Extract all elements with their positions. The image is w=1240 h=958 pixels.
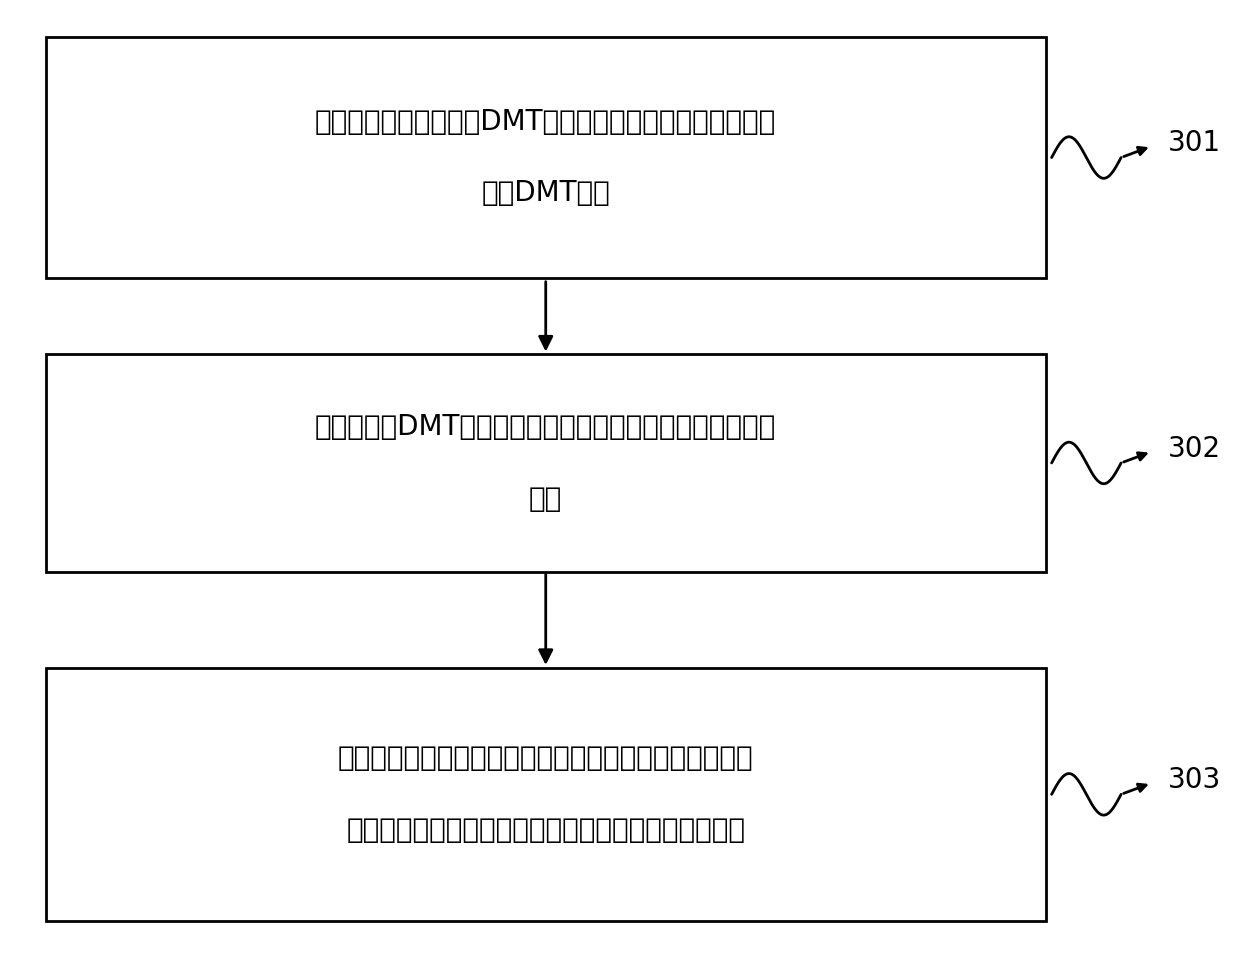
Text: 接收端接收通过光纤链路传输来的所述单边带光信号，并: 接收端接收通过光纤链路传输来的所述单边带光信号，并 xyxy=(339,744,754,772)
FancyBboxPatch shape xyxy=(46,354,1045,572)
Text: 将所述单边带光信号转换得到的数字信号进行频偏补偿: 将所述单边带光信号转换得到的数字信号进行频偏补偿 xyxy=(346,816,745,844)
Text: 第一DMT信号: 第一DMT信号 xyxy=(481,179,610,207)
FancyBboxPatch shape xyxy=(46,668,1045,921)
FancyBboxPatch shape xyxy=(46,37,1045,278)
Text: 数字信号生成端在基带DMT信号中插入载波，得到双边带的: 数字信号生成端在基带DMT信号中插入载波，得到双边带的 xyxy=(315,107,776,136)
Text: 信号: 信号 xyxy=(529,485,563,513)
Text: 将所述第一DMT信号的进行强度调制后滤波，得到单边带光: 将所述第一DMT信号的进行强度调制后滤波，得到单边带光 xyxy=(315,413,776,441)
Text: 303: 303 xyxy=(1167,766,1220,794)
Text: 302: 302 xyxy=(1167,435,1220,463)
Text: 301: 301 xyxy=(1167,129,1220,157)
